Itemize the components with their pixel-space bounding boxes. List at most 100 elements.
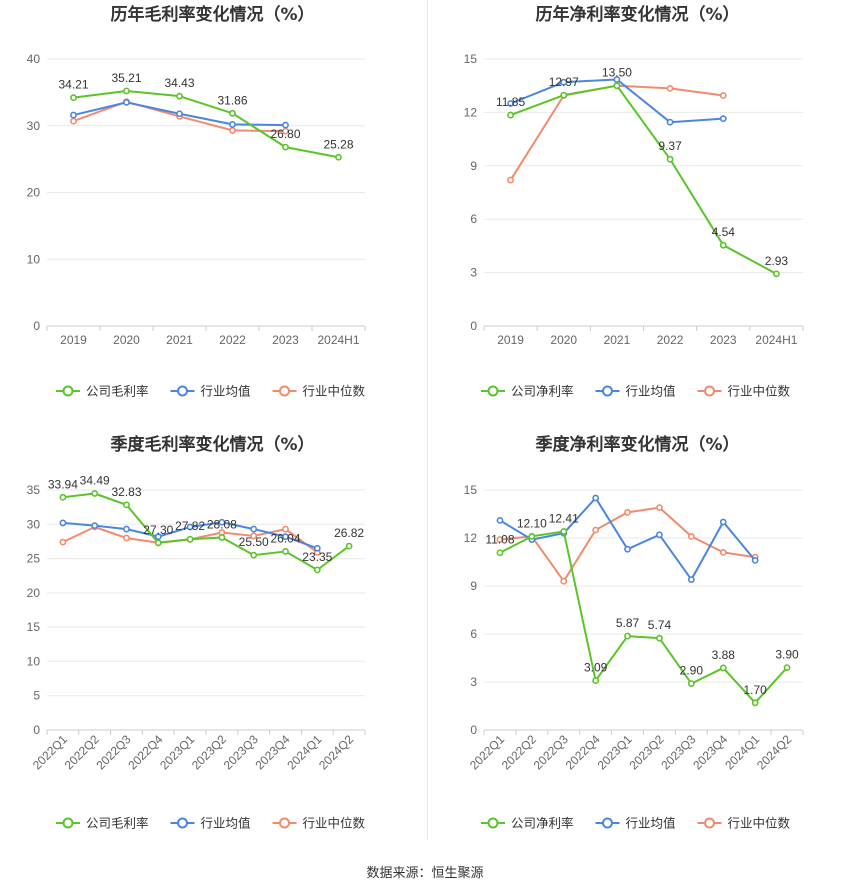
legend-marker-icon bbox=[487, 385, 499, 397]
data-label: 25.28 bbox=[323, 137, 353, 151]
data-label: 5.87 bbox=[616, 616, 640, 630]
x-tick-label: 2020 bbox=[113, 333, 140, 347]
series-line-company bbox=[62, 492, 350, 571]
x-tick-label: 2022Q1 bbox=[467, 732, 507, 772]
data-point-company bbox=[687, 680, 695, 687]
legend-marker-icon bbox=[602, 385, 613, 397]
legend-item-company: 公司净利率 bbox=[481, 816, 574, 831]
data-point-company bbox=[719, 241, 727, 249]
data-point-industry_avg bbox=[624, 545, 631, 553]
data-label: 5.74 bbox=[648, 618, 672, 632]
data-point-industry_median bbox=[496, 536, 504, 543]
data-point-company bbox=[154, 539, 162, 547]
data-point-company bbox=[59, 493, 67, 501]
data-point-industry_avg bbox=[507, 100, 514, 107]
y-tick-label: 12 bbox=[464, 531, 478, 545]
data-label: 13.50 bbox=[602, 66, 632, 80]
data-point-industry_median bbox=[560, 577, 568, 585]
legend-item-industry_median: 行业中位数 bbox=[697, 384, 791, 399]
x-tick-label: 2023 bbox=[710, 333, 737, 347]
y-tick-label: 9 bbox=[470, 159, 477, 173]
panel-divider bbox=[427, 0, 428, 840]
y-tick-label: 3 bbox=[470, 266, 477, 280]
data-label: 12.97 bbox=[549, 75, 579, 89]
legend-label: 公司净利率 bbox=[511, 816, 574, 831]
data-label: 25.50 bbox=[239, 535, 269, 549]
y-tick-label: 12 bbox=[464, 105, 478, 119]
data-label: 2.93 bbox=[765, 254, 789, 268]
x-tick-label: 2023Q3 bbox=[658, 732, 698, 772]
data-label: 11.08 bbox=[485, 533, 514, 547]
data-label: 26.80 bbox=[270, 127, 300, 141]
data-point-company bbox=[719, 664, 727, 672]
data-point-industry_avg bbox=[176, 110, 183, 118]
data-point-industry_median bbox=[282, 127, 289, 135]
data-point-industry_avg bbox=[91, 522, 99, 530]
data-point-company bbox=[176, 92, 183, 100]
data-point-industry_avg bbox=[59, 519, 67, 527]
legend-item-industry_avg: 行业均值 bbox=[170, 384, 251, 399]
x-tick-label: 2021 bbox=[604, 333, 631, 347]
data-point-company bbox=[528, 533, 536, 540]
data-point-company bbox=[624, 632, 631, 640]
y-tick-label: 25 bbox=[27, 552, 41, 566]
y-tick-label: 5 bbox=[33, 689, 40, 703]
y-tick-label: 40 bbox=[27, 52, 41, 66]
data-point-industry_median bbox=[59, 538, 67, 546]
chart-annual-net: 历年净利率变化情况（%） 0 3 6 9 12 15 2019 2020 2021 2022 2023… bbox=[464, 4, 804, 399]
y-tick-label: 0 bbox=[33, 319, 40, 333]
x-tick-label: 2023Q2 bbox=[626, 732, 666, 772]
legend-label: 行业中位数 bbox=[303, 816, 366, 831]
y-tick-label: 0 bbox=[33, 723, 40, 737]
data-point-company bbox=[592, 677, 600, 684]
legend-marker-icon bbox=[279, 385, 290, 397]
data-point-company bbox=[613, 82, 621, 90]
y-tick-label: 0 bbox=[470, 723, 477, 737]
data-point-company bbox=[345, 542, 353, 550]
x-tick-label: 2022 bbox=[219, 333, 246, 347]
data-label: 9.37 bbox=[658, 139, 682, 153]
data-point-industry_median bbox=[666, 84, 674, 92]
y-tick-label: 20 bbox=[27, 586, 41, 600]
data-label: 2.90 bbox=[680, 664, 704, 678]
x-tick-label: 2023 bbox=[272, 333, 299, 347]
data-point-industry_median bbox=[592, 526, 600, 534]
data-point-industry_median bbox=[70, 117, 77, 125]
x-tick-label: 2021 bbox=[166, 333, 193, 347]
data-point-industry_avg bbox=[218, 518, 226, 526]
legend-label: 公司净利率 bbox=[511, 384, 574, 399]
data-point-company bbox=[666, 155, 674, 163]
y-tick-label: 3 bbox=[470, 675, 477, 689]
legend-label: 行业中位数 bbox=[728, 816, 791, 831]
y-tick-label: 15 bbox=[464, 483, 478, 497]
y-tick-label: 6 bbox=[470, 627, 477, 641]
data-label: 26.04 bbox=[270, 531, 300, 545]
data-label: 11.85 bbox=[496, 95, 525, 109]
legend-label: 行业中位数 bbox=[303, 384, 366, 399]
data-point-industry_avg bbox=[592, 494, 600, 502]
data-point-industry_median bbox=[624, 509, 631, 516]
data-point-company bbox=[751, 699, 759, 707]
chart-title: 历年净利率变化情况（%） bbox=[535, 4, 739, 25]
data-point-industry_avg bbox=[282, 533, 289, 541]
data-point-industry_avg bbox=[229, 121, 236, 128]
legend-label: 公司毛利率 bbox=[86, 384, 149, 399]
data-point-company bbox=[783, 664, 791, 671]
data-point-company bbox=[282, 548, 289, 555]
data-label: 34.49 bbox=[80, 473, 110, 487]
legend-item-company: 公司净利率 bbox=[481, 384, 574, 399]
data-label: 35.21 bbox=[111, 71, 141, 85]
legend-item-industry_avg: 行业均值 bbox=[170, 816, 251, 831]
legend-item-industry_median: 行业中位数 bbox=[697, 816, 791, 831]
chart-panel-annual-net: 历年净利率变化情况（%） 0 3 6 9 12 15 2019 2020 2021 2022 2023… bbox=[425, 0, 850, 420]
x-tick-label: 2024H1 bbox=[755, 333, 797, 347]
legend-item-industry_median: 行业中位数 bbox=[272, 384, 366, 399]
data-label: 32.83 bbox=[111, 485, 141, 499]
y-tick-label: 9 bbox=[470, 579, 477, 593]
data-label: 27.30 bbox=[143, 523, 173, 537]
data-point-company bbox=[496, 549, 504, 557]
data-point-industry_median bbox=[687, 533, 695, 540]
chart-quarterly-net: 季度净利率变化情况（%）036912152022Q12022Q22022Q320… bbox=[464, 434, 804, 831]
data-point-company bbox=[123, 501, 130, 509]
y-tick-label: 15 bbox=[464, 52, 478, 66]
